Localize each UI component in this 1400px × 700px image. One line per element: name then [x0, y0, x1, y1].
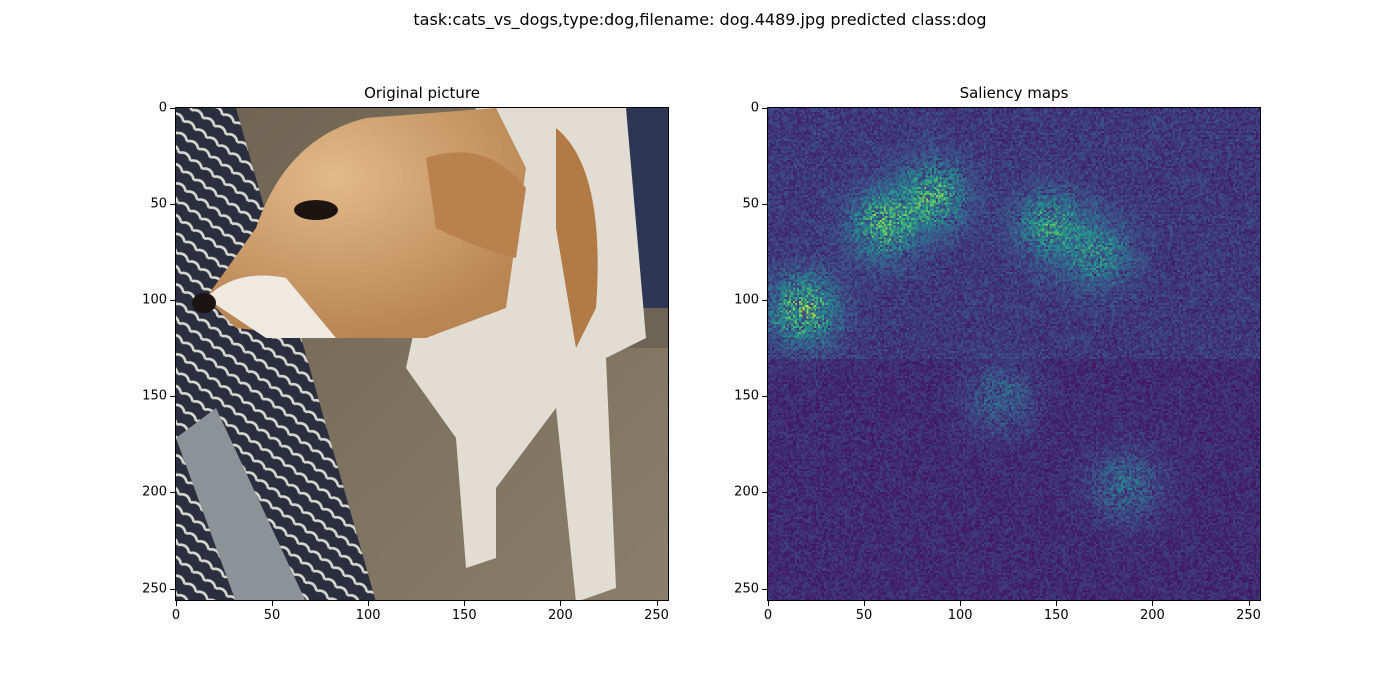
x-tick-label: 200 [547, 608, 573, 623]
y-tick-label: 0 [750, 100, 759, 116]
y-tick-mark [170, 204, 175, 206]
x-tick-label: 100 [947, 608, 973, 623]
x-tick-mark [560, 601, 562, 606]
x-tick-mark [656, 601, 658, 606]
x-tick-mark [1056, 601, 1058, 606]
y-tick-mark [762, 492, 767, 494]
x-tick-mark [175, 601, 177, 606]
x-tick-mark [1248, 601, 1250, 606]
y-tick-label: 100 [142, 292, 167, 308]
saliency-map-image [767, 107, 1261, 601]
y-tick-mark [762, 204, 767, 206]
y-tick-label: 50 [150, 196, 167, 212]
y-tick-mark [170, 300, 175, 302]
original-picture-image [175, 107, 669, 601]
x-tick-mark [272, 601, 274, 606]
x-tick-label: 100 [355, 608, 381, 623]
x-tick-label: 250 [1236, 608, 1261, 623]
y-tick-label: 100 [734, 292, 759, 308]
y-tick-label: 50 [742, 196, 759, 212]
x-tick-label: 50 [855, 608, 873, 623]
x-tick-label: 0 [171, 608, 181, 623]
x-tick-mark [960, 601, 962, 606]
x-tick-mark [864, 601, 866, 606]
x-tick-label: 50 [263, 608, 281, 623]
y-tick-mark [170, 588, 175, 590]
x-tick-label: 150 [1043, 608, 1069, 623]
y-tick-mark [170, 396, 175, 398]
y-tick-label: 200 [734, 484, 759, 500]
x-tick-mark [464, 601, 466, 606]
y-tick-label: 150 [734, 388, 759, 404]
y-tick-mark [762, 107, 767, 109]
x-tick-label: 200 [1139, 608, 1165, 623]
saliency-map-title: Saliency maps [959, 84, 1069, 102]
y-tick-mark [762, 588, 767, 590]
original-picture-title: Original picture [364, 84, 480, 102]
y-tick-mark [762, 396, 767, 398]
y-tick-mark [170, 107, 175, 109]
figure-suptitle: task:cats_vs_dogs,type:dog,filename: dog… [413, 10, 987, 29]
x-tick-mark [767, 601, 769, 606]
y-tick-mark [170, 492, 175, 494]
y-tick-label: 200 [142, 484, 167, 500]
y-tick-label: 250 [734, 581, 759, 596]
x-tick-label: 0 [763, 608, 773, 623]
y-tick-label: 150 [142, 388, 167, 404]
x-tick-label: 250 [644, 608, 669, 623]
x-tick-mark [368, 601, 370, 606]
y-tick-label: 250 [142, 581, 167, 596]
y-tick-mark [762, 300, 767, 302]
y-tick-label: 0 [158, 100, 167, 116]
x-tick-mark [1152, 601, 1154, 606]
x-tick-label: 150 [451, 608, 477, 623]
